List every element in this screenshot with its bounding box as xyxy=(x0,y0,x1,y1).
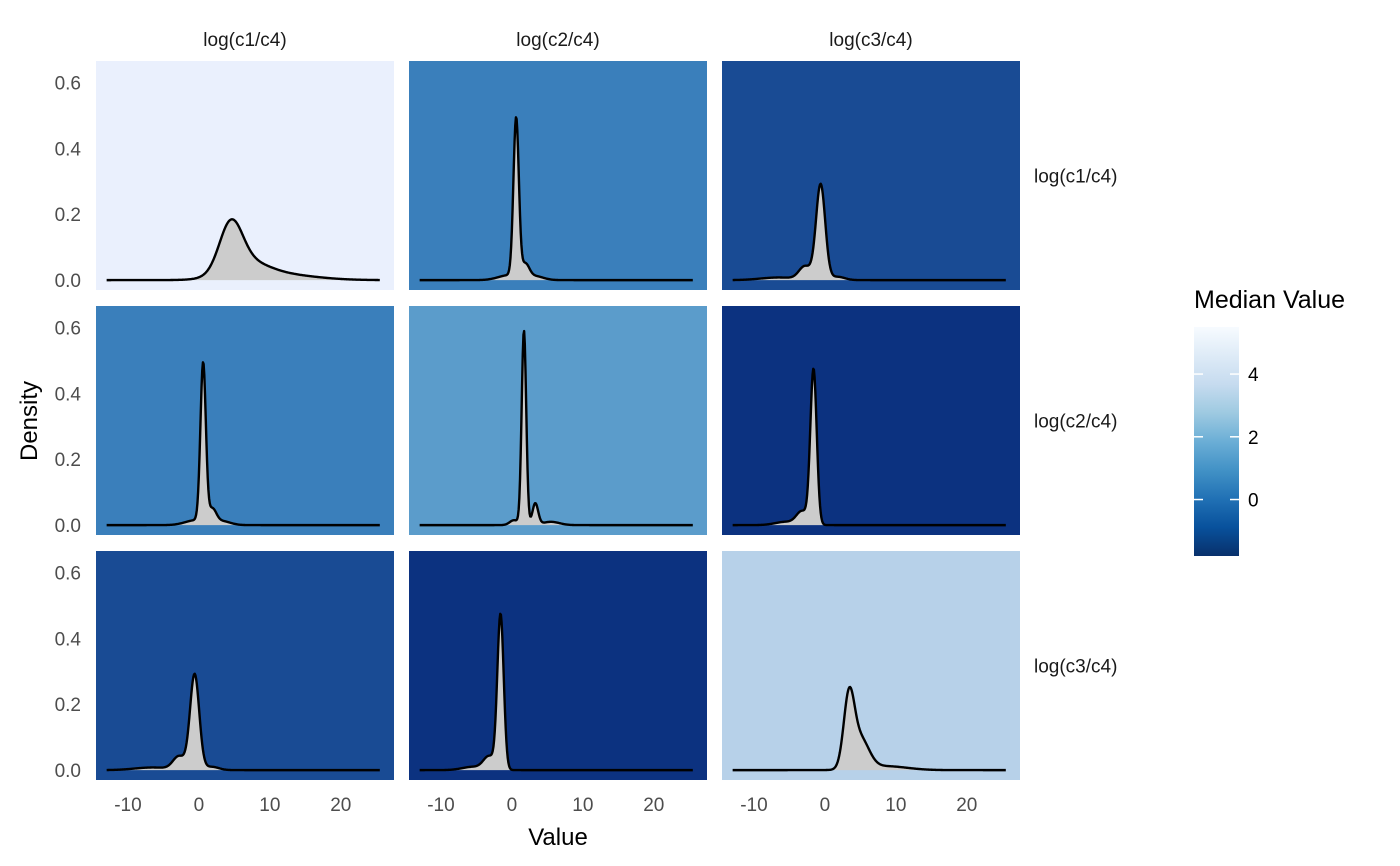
axes: 0.0 0.2 0.4 0.6 0.0 0.2 0.4 0.6 0.0 0.2 0.4 0.6 -10 0… xyxy=(55,73,978,816)
y-tick-label-row2: 0.4 xyxy=(55,384,82,405)
panel-background xyxy=(409,306,707,535)
panel-background xyxy=(409,551,707,780)
y-tick-label-row3: 0.6 xyxy=(55,563,81,584)
density-line xyxy=(419,612,694,772)
density-line xyxy=(732,182,1007,282)
facet-strip-labels: log(c1/c4) log(c2/c4) log(c3/c4) log(c1/c4)… xyxy=(203,30,1117,678)
row-strip-label-1: log(c1/c4) xyxy=(1034,167,1117,188)
x-tick-label-col3: 0 xyxy=(820,795,831,816)
x-tick-label-col1: -10 xyxy=(114,795,141,816)
panel-row3-col2 xyxy=(409,551,707,780)
y-tick-label-row1: 0.2 xyxy=(55,205,81,226)
density-line xyxy=(419,116,694,282)
panel-row2-col1 xyxy=(96,306,394,535)
x-tick-label-col1: 0 xyxy=(194,795,205,816)
panel-row1-col1 xyxy=(96,61,394,290)
y-tick-label-row3: 0.4 xyxy=(55,629,82,650)
y-tick-label-row2: 0.0 xyxy=(55,516,81,537)
panel-background xyxy=(722,61,1020,290)
row-strip-label-2: log(c2/c4) xyxy=(1034,412,1117,433)
row-strip-label-3: log(c3/c4) xyxy=(1034,657,1117,678)
y-axis-title: Density xyxy=(16,381,43,461)
facet-panels xyxy=(96,61,1020,780)
x-tick-label-col3: -10 xyxy=(740,795,767,816)
density-line xyxy=(106,218,381,282)
legend-colorbar xyxy=(1194,327,1239,556)
x-tick-label-col1: 10 xyxy=(259,795,280,816)
col-strip-label-1: log(c1/c4) xyxy=(203,30,286,51)
density-line xyxy=(106,361,381,527)
y-tick-label-row1: 0.0 xyxy=(55,271,81,292)
panel-row1-col2 xyxy=(409,61,707,290)
panel-background xyxy=(96,551,394,780)
panel-background xyxy=(409,61,707,290)
legend-tick-label: 0 xyxy=(1248,491,1259,512)
density-area xyxy=(106,219,380,281)
legend-tick-label: 2 xyxy=(1248,428,1259,449)
color-legend: Median Value 0 2 4 xyxy=(1194,286,1345,556)
panel-background xyxy=(96,306,394,535)
y-tick-label-row1: 0.6 xyxy=(55,73,81,94)
x-tick-label-col1: 20 xyxy=(330,795,351,816)
panel-row3-col1 xyxy=(96,551,394,780)
density-area xyxy=(732,687,1006,771)
density-line xyxy=(732,367,1007,527)
x-tick-label-col2: -10 xyxy=(427,795,454,816)
legend-title: Median Value xyxy=(1194,286,1345,314)
x-tick-label-col3: 20 xyxy=(956,795,977,816)
panel-background xyxy=(722,306,1020,535)
x-tick-label-col2: 10 xyxy=(572,795,593,816)
y-tick-label-row3: 0.2 xyxy=(55,695,81,716)
y-tick-label-row2: 0.2 xyxy=(55,450,81,471)
x-axis-title: Value xyxy=(528,824,588,851)
x-tick-label-col3: 10 xyxy=(885,795,906,816)
density-line xyxy=(419,329,694,527)
legend-tick-label: 4 xyxy=(1248,365,1259,386)
panel-row3-col3 xyxy=(722,551,1020,780)
panel-row2-col2 xyxy=(409,306,707,535)
col-strip-label-2: log(c2/c4) xyxy=(516,30,599,51)
x-tick-label-col2: 0 xyxy=(507,795,518,816)
col-strip-label-3: log(c3/c4) xyxy=(829,30,912,51)
x-tick-label-col2: 20 xyxy=(643,795,664,816)
y-tick-label-row2: 0.6 xyxy=(55,318,81,339)
y-tick-label-row1: 0.4 xyxy=(55,139,82,160)
panel-row1-col3 xyxy=(722,61,1020,290)
density-line xyxy=(732,685,1007,772)
density-line xyxy=(106,672,381,772)
panel-background xyxy=(722,551,1020,780)
y-tick-label-row3: 0.0 xyxy=(55,761,81,782)
panel-row2-col3 xyxy=(722,306,1020,535)
